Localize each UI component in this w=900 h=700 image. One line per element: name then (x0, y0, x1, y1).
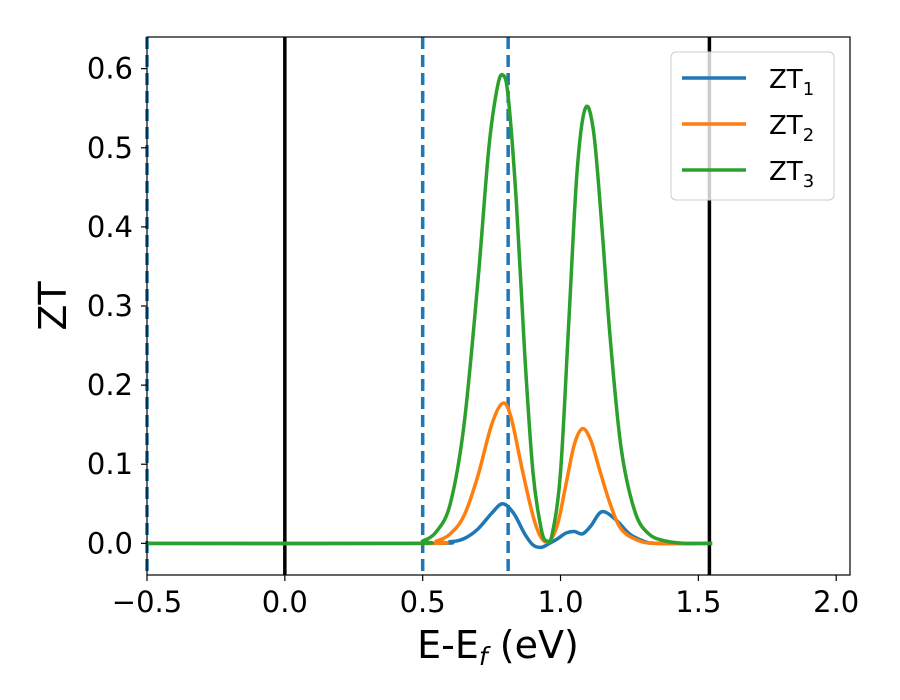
y-tick-label: 0.3 (87, 289, 133, 323)
x-tick-label: −0.5 (112, 585, 182, 619)
y-tick-label: 0.5 (87, 131, 133, 165)
series-line-zt2 (146, 401, 713, 546)
y-tick-label: 0.0 (87, 526, 133, 560)
x-axis-ticks: −0.5 0.0 0.5 1.0 1.5 2.0 (112, 575, 859, 619)
series-lines (146, 72, 713, 550)
reference-lines (145, 37, 712, 575)
legend-label-zt2: ZT2 (769, 111, 814, 146)
x-tick-label: 2.0 (813, 585, 859, 619)
legend-entries: ZT1 ZT2 ZT3 (682, 65, 814, 192)
x-tick-label: 0.0 (262, 585, 308, 619)
y-tick-label: 0.2 (87, 368, 133, 402)
y-tick-label: 0.1 (87, 447, 133, 481)
legend-box (670, 51, 835, 201)
x-axis-label-main: E-E (417, 623, 479, 667)
legend-label-zt1: ZT1 (769, 65, 814, 100)
y-tick-label: 0.6 (87, 52, 133, 86)
x-axis-label-suffix: (eV) (488, 623, 579, 667)
x-tick-label: 1.0 (537, 585, 583, 619)
x-tick-label: 0.5 (400, 585, 446, 619)
y-axis-label: ZT (31, 281, 75, 331)
legend-label-zt3: ZT3 (769, 157, 814, 192)
legend: ZT1 ZT2 ZT3 (670, 51, 835, 201)
x-tick-label: 1.5 (675, 585, 721, 619)
y-tick-label: 0.4 (87, 210, 133, 244)
y-axis-ticks: 0.0 0.1 0.2 0.3 0.4 0.5 0.6 (87, 52, 147, 560)
series-line-zt3 (146, 72, 713, 546)
series-line-zt1 (146, 502, 713, 550)
x-axis-label: E-Ef (eV) (417, 623, 579, 671)
